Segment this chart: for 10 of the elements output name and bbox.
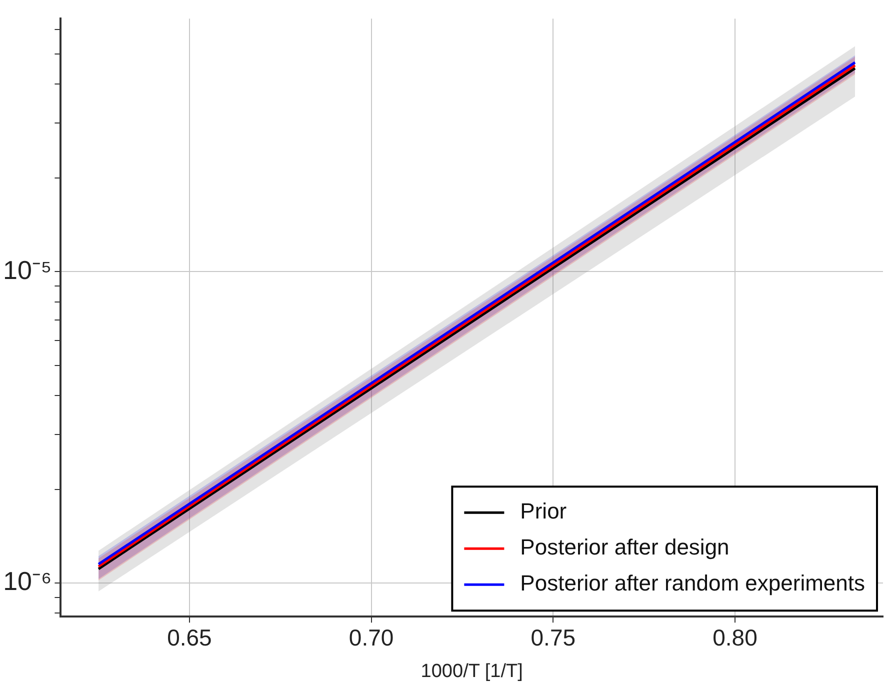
y-tick-label: 10⁻⁶ — [3, 566, 52, 596]
x-tick-label: 0.65 — [167, 624, 212, 651]
legend-label: Posterior after random experiments — [520, 570, 866, 596]
y-tick-label: 10⁻⁵ — [2, 254, 52, 285]
legend-label: Prior — [520, 498, 567, 524]
x-tick-label: 0.75 — [530, 624, 576, 651]
x-axis-title: 1000/T [1/T] — [420, 660, 523, 682]
legend-label: Posterior after design — [520, 534, 730, 560]
x-tick-label: 0.70 — [348, 624, 394, 651]
x-tick-label: 0.80 — [712, 624, 758, 651]
